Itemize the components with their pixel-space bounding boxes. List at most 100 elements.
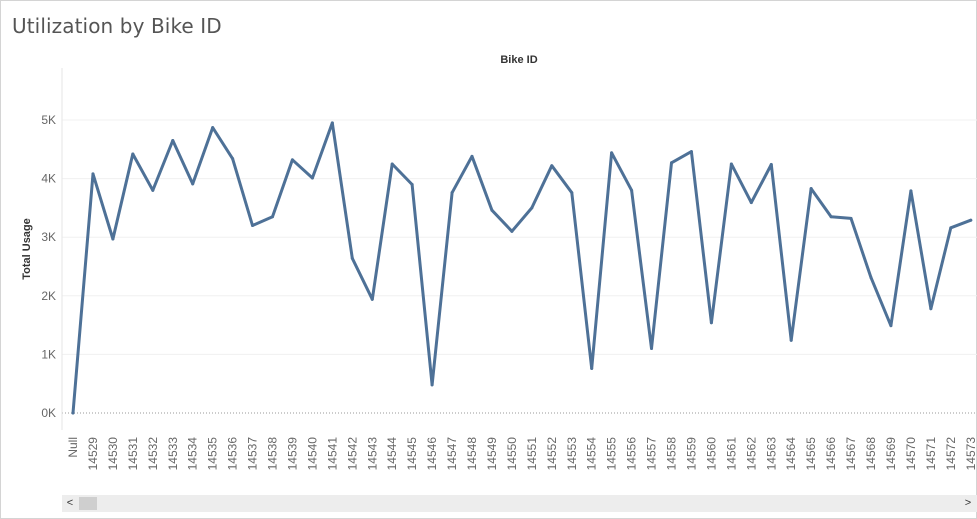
- data-point[interactable]: [330, 121, 334, 125]
- data-point[interactable]: [849, 216, 853, 220]
- x-tick-label: 14557: [645, 437, 659, 471]
- x-tick-labels: Null 14529 14530 14531 14532 14533 14534 14535 1…: [66, 437, 977, 471]
- x-tick-label: 14573: [964, 437, 977, 471]
- x-tick-label: 14529: [86, 437, 100, 471]
- x-tick-label: 14546: [425, 437, 439, 471]
- data-point[interactable]: [670, 161, 673, 165]
- data-point[interactable]: [530, 206, 534, 210]
- x-tick-label: 14537: [246, 437, 260, 471]
- x-tick-label: 14530: [106, 437, 120, 471]
- x-tick-label: 14559: [684, 437, 698, 471]
- data-point[interactable]: [131, 152, 135, 156]
- data-point[interactable]: [789, 338, 793, 342]
- x-tick-label: 14541: [325, 437, 339, 471]
- y-tick-label: 2K: [41, 289, 56, 303]
- data-point[interactable]: [969, 218, 973, 222]
- x-tick-label: 14560: [704, 437, 718, 471]
- x-tick-label: 14532: [146, 437, 160, 471]
- data-point[interactable]: [390, 162, 394, 166]
- x-tick-label: 14539: [285, 437, 299, 471]
- x-tick-label: 14542: [345, 437, 359, 471]
- data-point[interactable]: [749, 201, 753, 205]
- x-tick-label: 14548: [465, 437, 479, 471]
- y-tick-label: 4K: [41, 172, 56, 186]
- data-point[interactable]: [350, 256, 354, 260]
- data-point[interactable]: [151, 188, 155, 192]
- x-tick-label: 14553: [565, 437, 579, 471]
- x-tick-label: 14562: [744, 437, 758, 471]
- x-tick-label: 14564: [784, 437, 798, 471]
- data-point[interactable]: [370, 297, 374, 301]
- data-point[interactable]: [869, 276, 873, 280]
- data-point[interactable]: [211, 126, 215, 130]
- scroll-left-arrow-icon[interactable]: <: [66, 497, 74, 509]
- y-tick-label: 3K: [41, 230, 56, 244]
- data-point[interactable]: [610, 151, 614, 155]
- y-axis-label: Total Usage: [21, 218, 33, 280]
- data-point[interactable]: [729, 162, 733, 166]
- data-point[interactable]: [829, 215, 833, 219]
- x-tick-label: 14566: [824, 437, 838, 471]
- data-point[interactable]: [809, 187, 813, 191]
- x-tick-label: 14534: [186, 437, 200, 471]
- page-title: Utilization by Bike ID: [12, 14, 222, 38]
- data-point[interactable]: [689, 150, 693, 154]
- data-point[interactable]: [949, 226, 953, 230]
- x-tick-label: 14551: [525, 437, 539, 471]
- data-point[interactable]: [111, 237, 115, 241]
- data-point[interactable]: [310, 176, 314, 180]
- x-tick-label: 14536: [226, 437, 240, 471]
- data-point[interactable]: [231, 157, 235, 161]
- scroll-right-arrow-icon[interactable]: >: [964, 497, 972, 509]
- x-tick-label: 14538: [266, 437, 280, 471]
- x-tick-label: 14572: [944, 437, 958, 471]
- data-point[interactable]: [290, 158, 294, 162]
- x-tick-label: 14552: [545, 437, 559, 471]
- data-point[interactable]: [590, 366, 594, 370]
- data-point[interactable]: [470, 154, 474, 158]
- data-point[interactable]: [709, 321, 713, 325]
- data-point[interactable]: [490, 208, 494, 212]
- data-point[interactable]: [510, 229, 514, 233]
- data-point[interactable]: [71, 411, 75, 415]
- data-point[interactable]: [630, 188, 634, 192]
- x-tick-label: 14561: [724, 437, 738, 471]
- data-point[interactable]: [550, 164, 554, 168]
- data-point[interactable]: [570, 191, 574, 195]
- data-point[interactable]: [171, 139, 175, 143]
- x-tick-label: 14563: [764, 437, 778, 471]
- data-point[interactable]: [271, 215, 274, 219]
- data-point[interactable]: [91, 172, 95, 176]
- x-tick-label: 14543: [365, 437, 379, 471]
- line-chart: Bike ID Total Usage 0K 1K 2K 3K 4K 5K Null 145…: [21, 54, 977, 471]
- data-point[interactable]: [650, 347, 654, 351]
- data-point[interactable]: [410, 182, 414, 186]
- data-point[interactable]: [769, 163, 773, 167]
- x-tick-label: 14533: [166, 437, 180, 471]
- y-tick-label: 0K: [41, 406, 56, 420]
- data-point[interactable]: [889, 324, 893, 328]
- series-line-total-usage[interactable]: [71, 121, 973, 415]
- data-points: [71, 121, 973, 415]
- data-point[interactable]: [251, 223, 255, 227]
- x-tick-label: 14549: [485, 437, 499, 471]
- data-point[interactable]: [430, 383, 434, 387]
- x-tick-label: 14544: [385, 437, 399, 471]
- x-tick-label: 14545: [405, 437, 419, 471]
- y-tick-labels: 0K 1K 2K 3K 4K 5K: [41, 113, 56, 420]
- x-tick-label: 14535: [206, 437, 220, 471]
- x-tick-label: 14531: [126, 437, 140, 471]
- horizontal-scrollbar[interactable]: < >: [62, 495, 977, 512]
- x-tick-label: 14556: [625, 437, 639, 471]
- scroll-thumb[interactable]: [79, 497, 97, 510]
- x-tick-label: 14571: [924, 437, 938, 471]
- x-tick-label: 14554: [585, 437, 599, 471]
- data-point[interactable]: [450, 191, 454, 195]
- data-point[interactable]: [929, 307, 933, 311]
- data-point[interactable]: [191, 182, 195, 186]
- gridlines: [62, 119, 977, 414]
- x-tick-label: 14547: [445, 437, 459, 471]
- x-tick-label: 14569: [884, 437, 898, 471]
- data-point[interactable]: [909, 189, 913, 193]
